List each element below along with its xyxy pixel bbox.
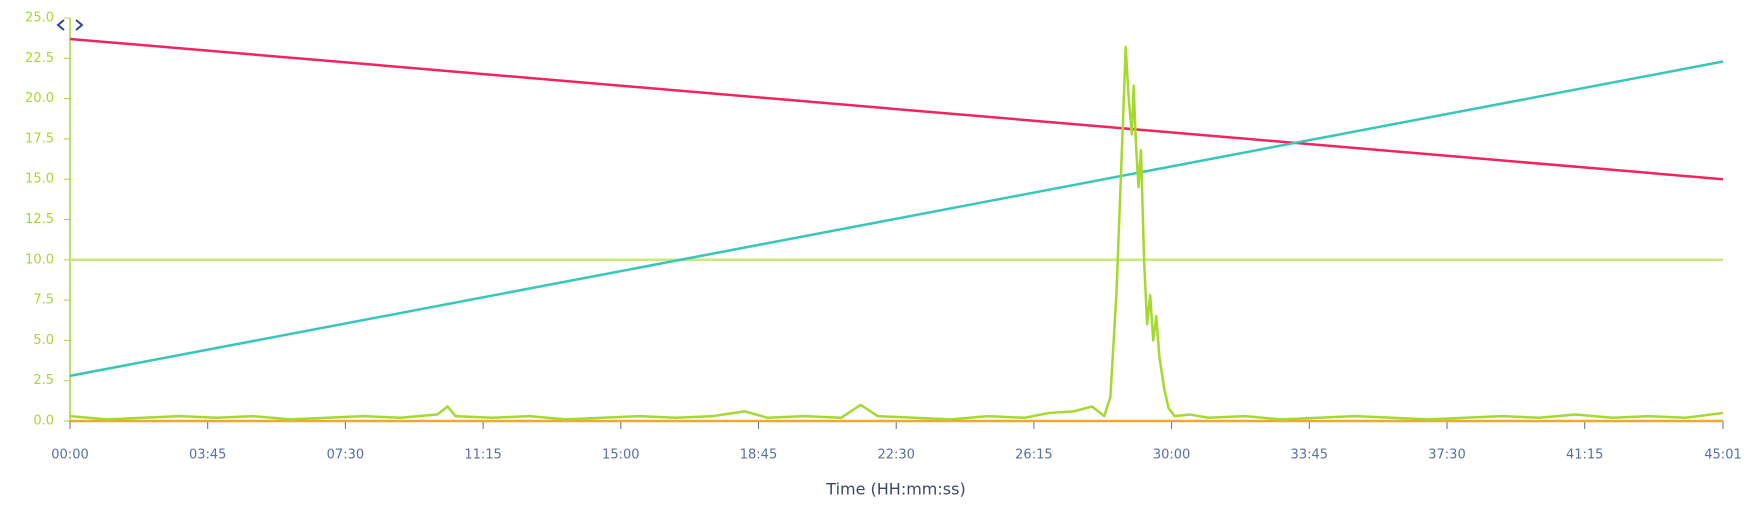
x-tick-label: 30:00 (1153, 448, 1190, 463)
x-tick-label: 37:30 (1428, 448, 1465, 463)
series-line (69, 45, 1724, 421)
y-tick-label: 20.0 (25, 91, 54, 106)
y-tick-label: 22.5 (25, 51, 54, 66)
series-line (69, 37, 1724, 181)
y-tick-label: 10.0 (25, 252, 54, 267)
y-tick-label: 25.0 (25, 11, 54, 26)
x-tick-label: 15:00 (602, 448, 639, 463)
x-axis-title: Time (HH:mm:ss) (825, 480, 965, 499)
x-tick-label: 18:45 (740, 448, 777, 463)
y-tick-label: 12.5 (25, 212, 54, 227)
prev-arrow[interactable] (56, 19, 65, 31)
x-tick-label: 41:15 (1566, 448, 1603, 463)
x-tick-label: 03:45 (189, 448, 226, 463)
y-tick-label: 15.0 (25, 172, 54, 187)
nav-arrows[interactable] (56, 19, 84, 31)
y-tick-label: 2.5 (33, 373, 54, 388)
next-arrow[interactable] (75, 19, 84, 31)
y-tick-label: 0.0 (33, 414, 54, 429)
x-tick-label: 26:15 (1015, 448, 1052, 463)
x-tick-label: 45:01 (1704, 448, 1741, 463)
x-tick-label: 00:00 (51, 448, 88, 463)
x-tick-label: 07:30 (327, 448, 364, 463)
series-line (69, 60, 1724, 378)
x-tick-label: 11:15 (464, 448, 501, 463)
x-tick-label: 22:30 (877, 448, 914, 463)
y-tick-label: 17.5 (25, 131, 54, 146)
y-tick-label: 5.0 (33, 333, 54, 348)
x-tick-label: 33:45 (1291, 448, 1328, 463)
y-tick-label: 7.5 (33, 293, 54, 308)
